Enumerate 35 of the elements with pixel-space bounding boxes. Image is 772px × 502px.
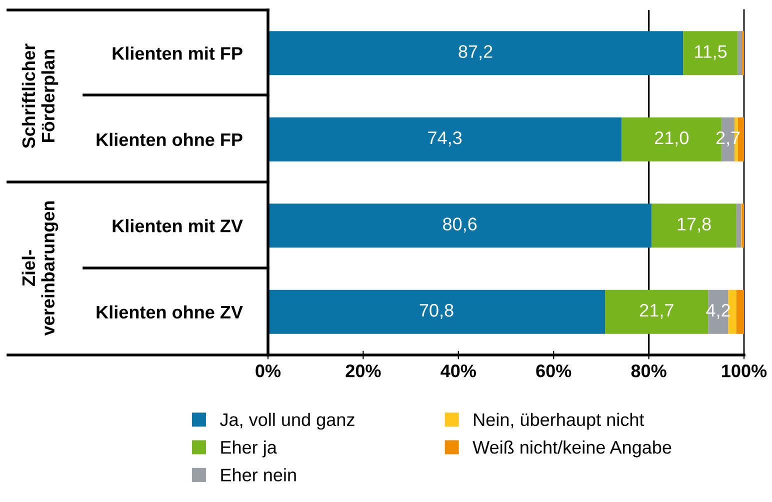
legend-label: Ja, voll und ganz [220, 412, 354, 430]
bar [728, 290, 736, 334]
data-label: 70,8 [420, 304, 454, 319]
x-tick-label: 40% [440, 364, 476, 378]
data-label: 21,7 [640, 304, 674, 319]
text: Schriftlicher Förderplan [22, 44, 58, 148]
bar [736, 204, 742, 248]
x-tick-label: 100% [722, 364, 767, 378]
x-tick-label: 80% [631, 364, 666, 378]
data-label: 74,3 [428, 131, 462, 146]
bar [738, 31, 742, 76]
bar [268, 204, 652, 248]
data-label: 21,0 [654, 131, 689, 146]
bar [683, 31, 738, 76]
data-label: 87,2 [458, 45, 492, 60]
legend-label: Nein, überhaupt nicht [474, 412, 644, 430]
bar [268, 31, 684, 76]
y-tick-label: Klienten mit ZV [112, 219, 243, 232]
x-tick-label: 20% [346, 364, 381, 378]
data-label: 11,5 [694, 45, 727, 60]
y-tick-label: Klienten mit FP [112, 46, 242, 60]
x-tick-label: 0% [256, 364, 281, 378]
bar [268, 290, 606, 334]
x-tick-label: 60% [536, 364, 572, 378]
legend-label: Eher ja [221, 440, 277, 458]
legend-label: Weiß nicht/keine Angabe [472, 440, 672, 458]
data-label: 80,6 [443, 218, 477, 233]
y-tick-label: Klienten ohne ZV [96, 305, 243, 319]
data-label: 17,8 [678, 218, 711, 233]
bar [736, 290, 744, 334]
bar [268, 117, 622, 162]
bar [652, 204, 736, 248]
y-tick-label: Klienten ohne FP [96, 132, 242, 146]
text: Ziel- vereinbarungen [22, 201, 58, 336]
legend-label: Eher nein [221, 468, 296, 482]
